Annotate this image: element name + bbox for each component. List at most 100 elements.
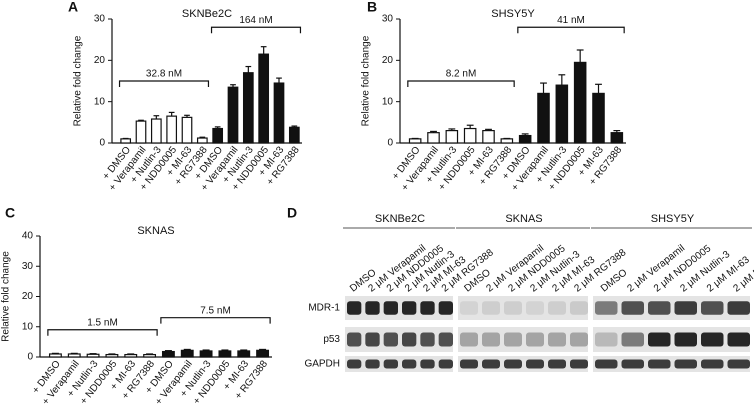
band [402,359,417,369]
blot-strip [345,327,453,352]
band [674,359,697,369]
panel-letter: A [68,0,78,15]
band [648,301,671,315]
bar [408,138,422,144]
band [727,301,750,315]
band [570,332,588,347]
band [526,332,544,347]
group-label: SKNBe2C [375,213,425,225]
bar [427,132,440,144]
bar [196,137,208,144]
row-label: MDR-1 [308,303,340,314]
band [648,359,671,369]
band [420,332,435,347]
band [438,332,453,347]
bar [48,353,62,358]
bar [86,353,100,358]
band [570,301,588,315]
y-tick-label: 20 [22,291,34,302]
bar [135,120,147,144]
row-label: GAPDH [304,359,340,370]
band [648,332,671,347]
chart-title: SHSY5Y [491,8,535,20]
band [365,332,380,347]
band [482,332,500,347]
bracket-label: 164 nM [239,15,272,26]
band [727,359,750,369]
bracket [160,317,271,324]
bracket-label: 41 nM [557,15,585,26]
band [727,332,750,347]
bracket [517,26,625,34]
band [526,359,544,369]
y-axis-label: Relative fold change [361,35,372,126]
y-axis-label: Relative fold change [73,35,84,126]
y-tick-label: 30 [22,261,34,272]
band [595,332,618,347]
band [482,301,500,315]
bar [555,84,569,144]
band [570,359,588,369]
band [504,359,522,369]
band [504,332,522,347]
band [548,301,566,315]
panel-letter: D [287,205,297,221]
band [460,359,478,369]
y-tick-label: 0 [99,138,105,149]
bar [67,353,81,358]
chart-title: SKNAS [137,225,174,237]
blot-strip [593,296,750,320]
bracket [118,80,210,87]
band [548,359,566,369]
band [621,359,644,369]
band [438,301,453,315]
band [402,301,417,315]
bar [256,349,270,358]
band [482,359,500,369]
band [548,332,566,347]
band [674,301,697,315]
band [621,301,644,315]
y-tick-label: 0 [387,138,393,149]
band [460,332,478,347]
bracket-label: 8.2 nM [446,69,477,80]
band [347,332,362,347]
band [701,359,724,369]
band [420,301,435,315]
y-axis-label: Relative fold change [1,251,12,342]
band [504,301,522,315]
bar [237,350,251,358]
bar [463,127,477,144]
group-label: SKNAS [505,213,542,225]
band [365,359,380,369]
bar [120,138,132,144]
band [621,332,644,347]
bar [143,353,157,358]
bar [537,92,550,144]
blot-strip [458,327,588,352]
band [347,301,362,315]
bracket [47,329,158,336]
y-tick-label: 10 [382,96,394,107]
bar [288,126,300,144]
blot-strip [458,296,588,320]
band [402,332,417,347]
y-tick-label: 10 [22,321,34,332]
bar [150,118,162,144]
group-label: SHSY5Y [651,213,695,225]
bar [180,349,194,358]
bar [242,72,254,144]
bar [592,92,605,144]
bar [218,350,232,358]
bracket-label: 7.5 nM [200,305,231,316]
y-tick-label: 30 [382,14,394,25]
bar [482,130,495,144]
blot-strip [345,296,453,320]
chart-title: SKNBe2C [182,8,232,20]
bar [500,138,514,144]
bracket-label: 32.8 nM [146,69,182,80]
bar [161,350,175,358]
band [383,359,398,369]
bar [124,353,138,358]
